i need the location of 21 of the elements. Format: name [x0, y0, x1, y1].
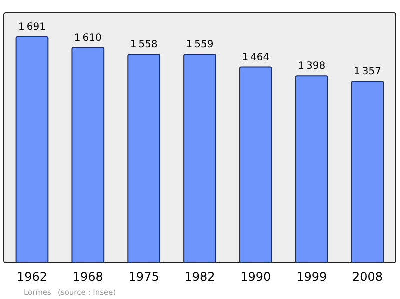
x-tick-label: 1982 [184, 270, 216, 284]
x-tick-label: 1962 [16, 270, 48, 284]
data-label: 1 559 [186, 40, 214, 51]
bar [184, 54, 216, 264]
bar [16, 36, 49, 264]
data-label: 1 610 [74, 32, 102, 44]
bar [72, 47, 105, 264]
x-tick-label: 2008 [352, 270, 384, 284]
data-label: 1 357 [354, 66, 382, 78]
bar [239, 66, 272, 264]
data-label: 1 691 [18, 22, 46, 33]
x-tick-label: 1999 [296, 270, 328, 284]
data-label: 1 398 [298, 61, 326, 72]
x-tick-label: 1975 [128, 270, 160, 284]
data-label: 1 558 [130, 40, 158, 51]
x-tick-label: 1968 [72, 270, 104, 284]
bar [351, 81, 384, 264]
bar [128, 54, 161, 264]
data-label: 1 464 [242, 52, 270, 64]
x-tick-label: 1990 [240, 270, 272, 284]
bar [295, 76, 328, 264]
